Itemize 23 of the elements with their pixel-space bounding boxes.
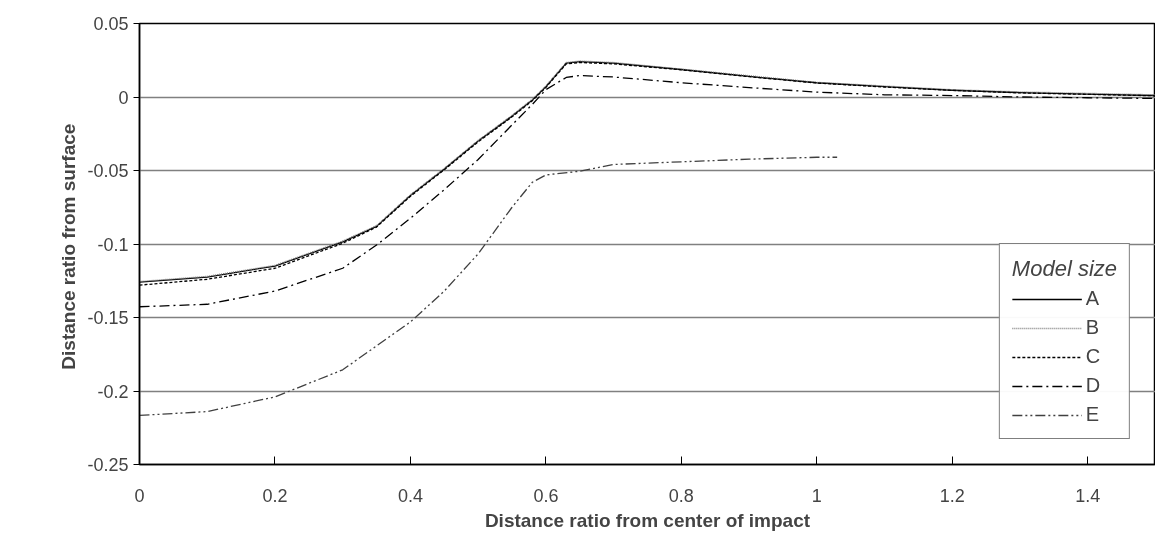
x-tick-label: 1 xyxy=(811,485,822,506)
y-tick-label: 0 xyxy=(118,87,129,108)
y-axis-title: Distance ratio from surface xyxy=(58,123,80,370)
y-tick-label: 0.05 xyxy=(93,14,129,34)
y-tick-label: -0.25 xyxy=(87,455,129,475)
x-tick-label: 1.4 xyxy=(1075,485,1101,506)
legend-label: D xyxy=(1085,374,1102,397)
y-tick-label: -0.15 xyxy=(87,308,129,328)
legend-label: C xyxy=(1085,345,1102,368)
x-tick-label: 0.4 xyxy=(397,485,423,506)
x-tick-label: 0 xyxy=(134,485,145,506)
legend-label: A xyxy=(1085,287,1101,310)
legend-title: Model size xyxy=(1011,256,1117,282)
x-axis-title: Distance ratio from center of impact xyxy=(484,509,811,531)
x-tick-label: 0.6 xyxy=(533,485,559,506)
legend-label: B xyxy=(1085,316,1101,339)
y-tick-label: -0.05 xyxy=(87,161,129,181)
x-tick-label: 0.8 xyxy=(668,485,694,506)
y-tick-label: -0.1 xyxy=(97,234,129,255)
legend-label: E xyxy=(1085,403,1101,426)
x-tick-label: 0.2 xyxy=(262,485,288,506)
y-tick-label: -0.2 xyxy=(97,381,129,402)
x-tick-label: 1.2 xyxy=(939,485,965,506)
